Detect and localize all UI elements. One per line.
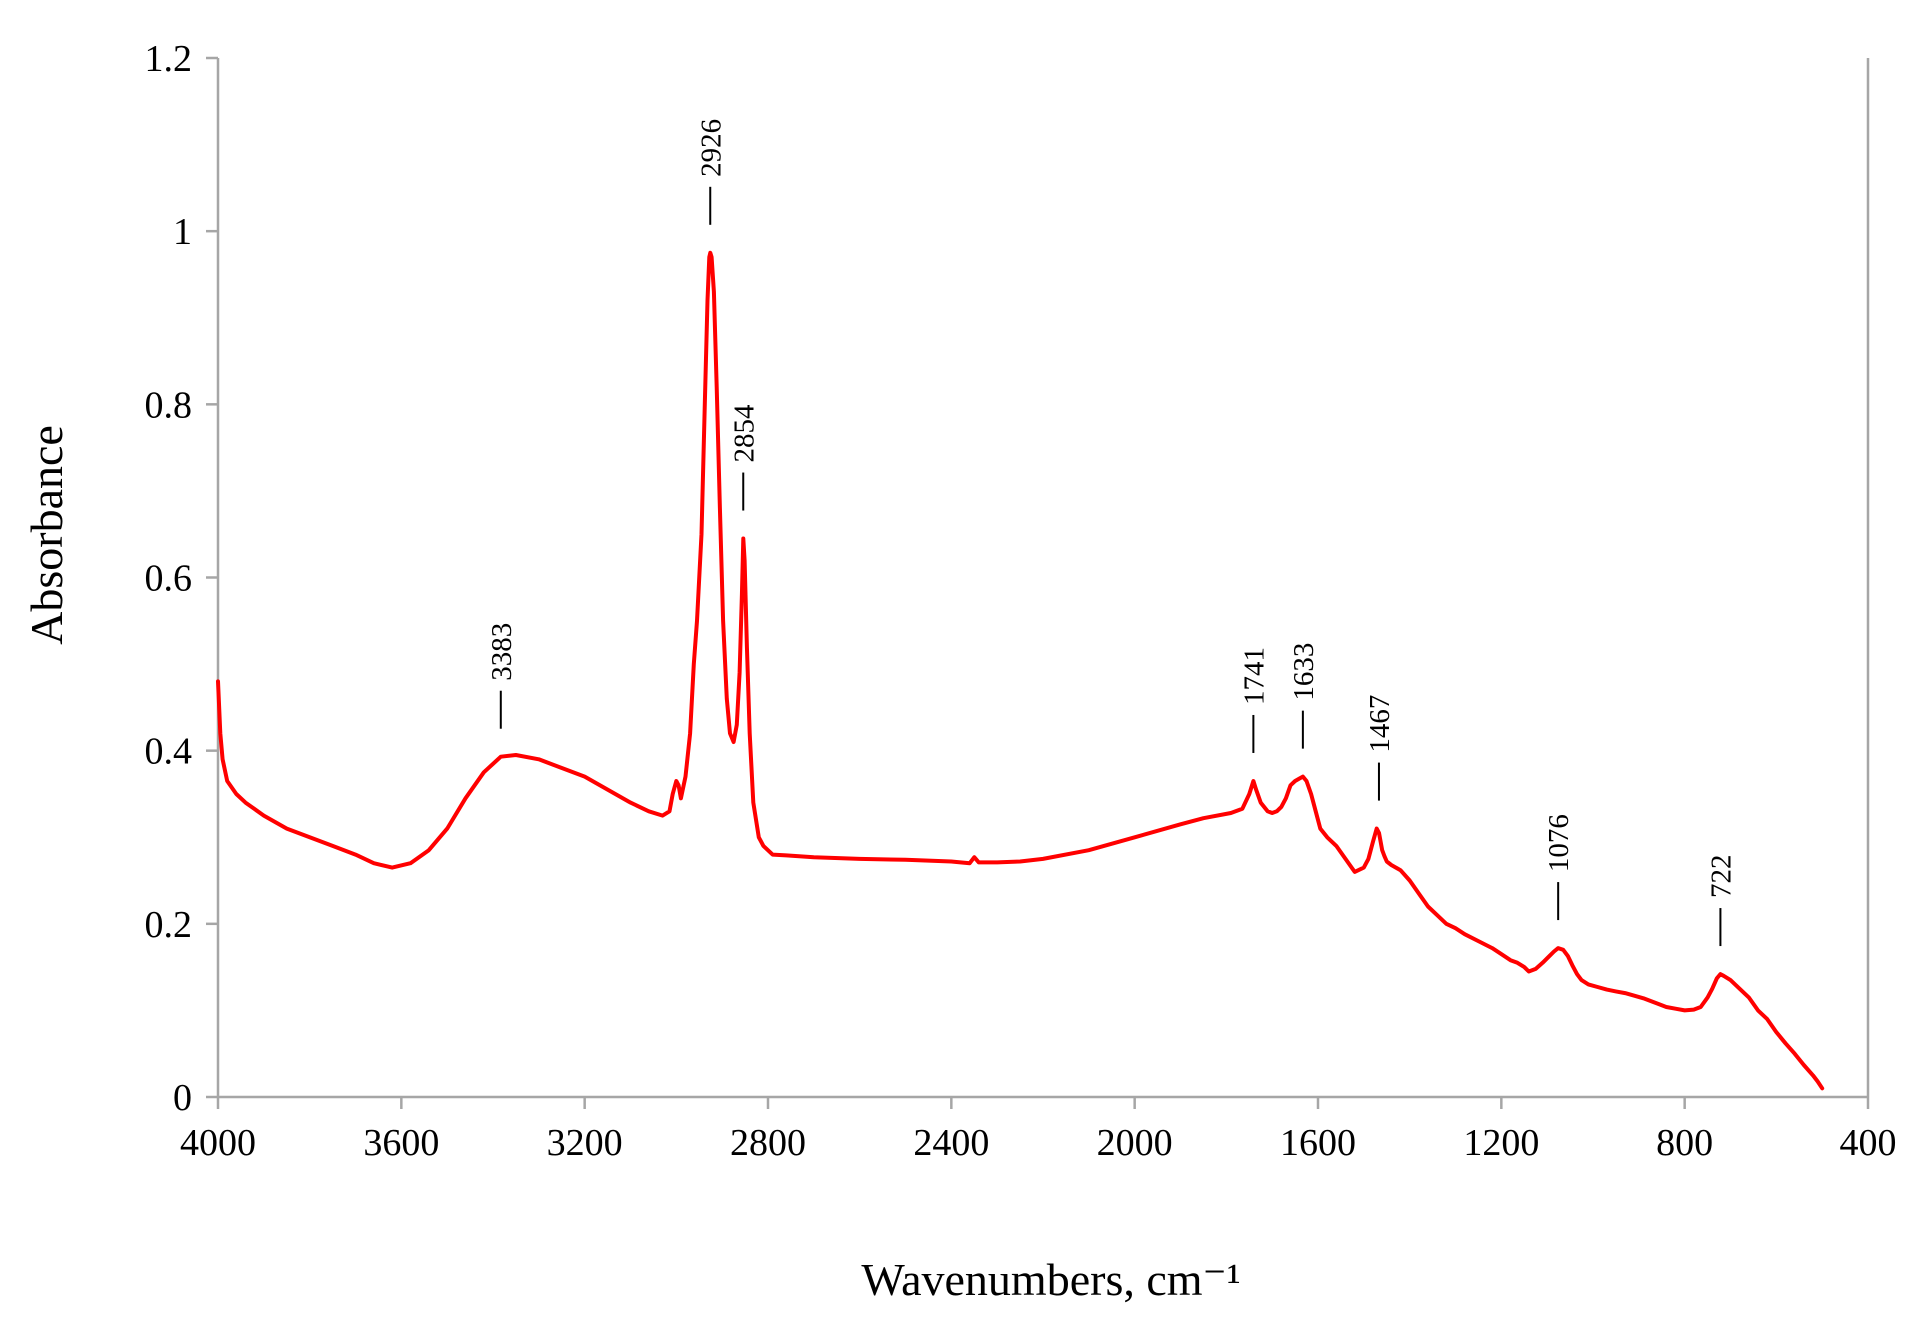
x-tick-label: 400 <box>1840 1122 1897 1164</box>
y-tick-label: 1.2 <box>145 38 193 80</box>
x-tick-label: 4000 <box>180 1122 256 1164</box>
x-tick-label: 2800 <box>730 1122 806 1164</box>
peak-label: 3383 <box>486 623 518 681</box>
x-tick-label: 3600 <box>363 1122 439 1164</box>
peak-label: 2926 <box>695 119 727 177</box>
y-tick-label: 0.6 <box>145 558 193 600</box>
x-tick-label: 2400 <box>913 1122 989 1164</box>
x-tick-label: 2000 <box>1097 1122 1173 1164</box>
y-tick-label: 0.2 <box>145 904 193 946</box>
x-tick-label: 1600 <box>1280 1122 1356 1164</box>
peak-label: 1633 <box>1288 643 1320 701</box>
x-tick-label: 800 <box>1656 1122 1713 1164</box>
peak-label: 1076 <box>1543 814 1575 872</box>
peak-annotations: 3383 2926 2854 1741 1633 1467 1076 722 <box>486 119 1737 947</box>
y-tick-label: 0.4 <box>145 731 193 773</box>
peak-label: 722 <box>1705 855 1737 899</box>
x-axis-title: Wavenumbers, cm⁻¹ <box>861 1254 1240 1305</box>
peak-label: 2854 <box>728 404 760 463</box>
axes <box>216 58 1870 1099</box>
peak-label: 1467 <box>1364 695 1396 753</box>
y-tick-label: 1 <box>173 211 192 253</box>
series-layer <box>216 250 1825 1091</box>
y-tick-label: 0 <box>173 1077 192 1119</box>
x-tick-label: 3200 <box>547 1122 623 1164</box>
spectrum-line <box>216 250 1825 1091</box>
peak-label: 1741 <box>1238 647 1270 705</box>
ticks: 0 0.2 0.4 0.6 0.8 1 1.2 4000 3600 3200 2800 2400 200… <box>145 38 1897 1164</box>
y-tick-label: 0.8 <box>145 384 193 426</box>
y-axis-title: Absorbance <box>21 425 72 645</box>
x-tick-label: 1200 <box>1463 1122 1539 1164</box>
